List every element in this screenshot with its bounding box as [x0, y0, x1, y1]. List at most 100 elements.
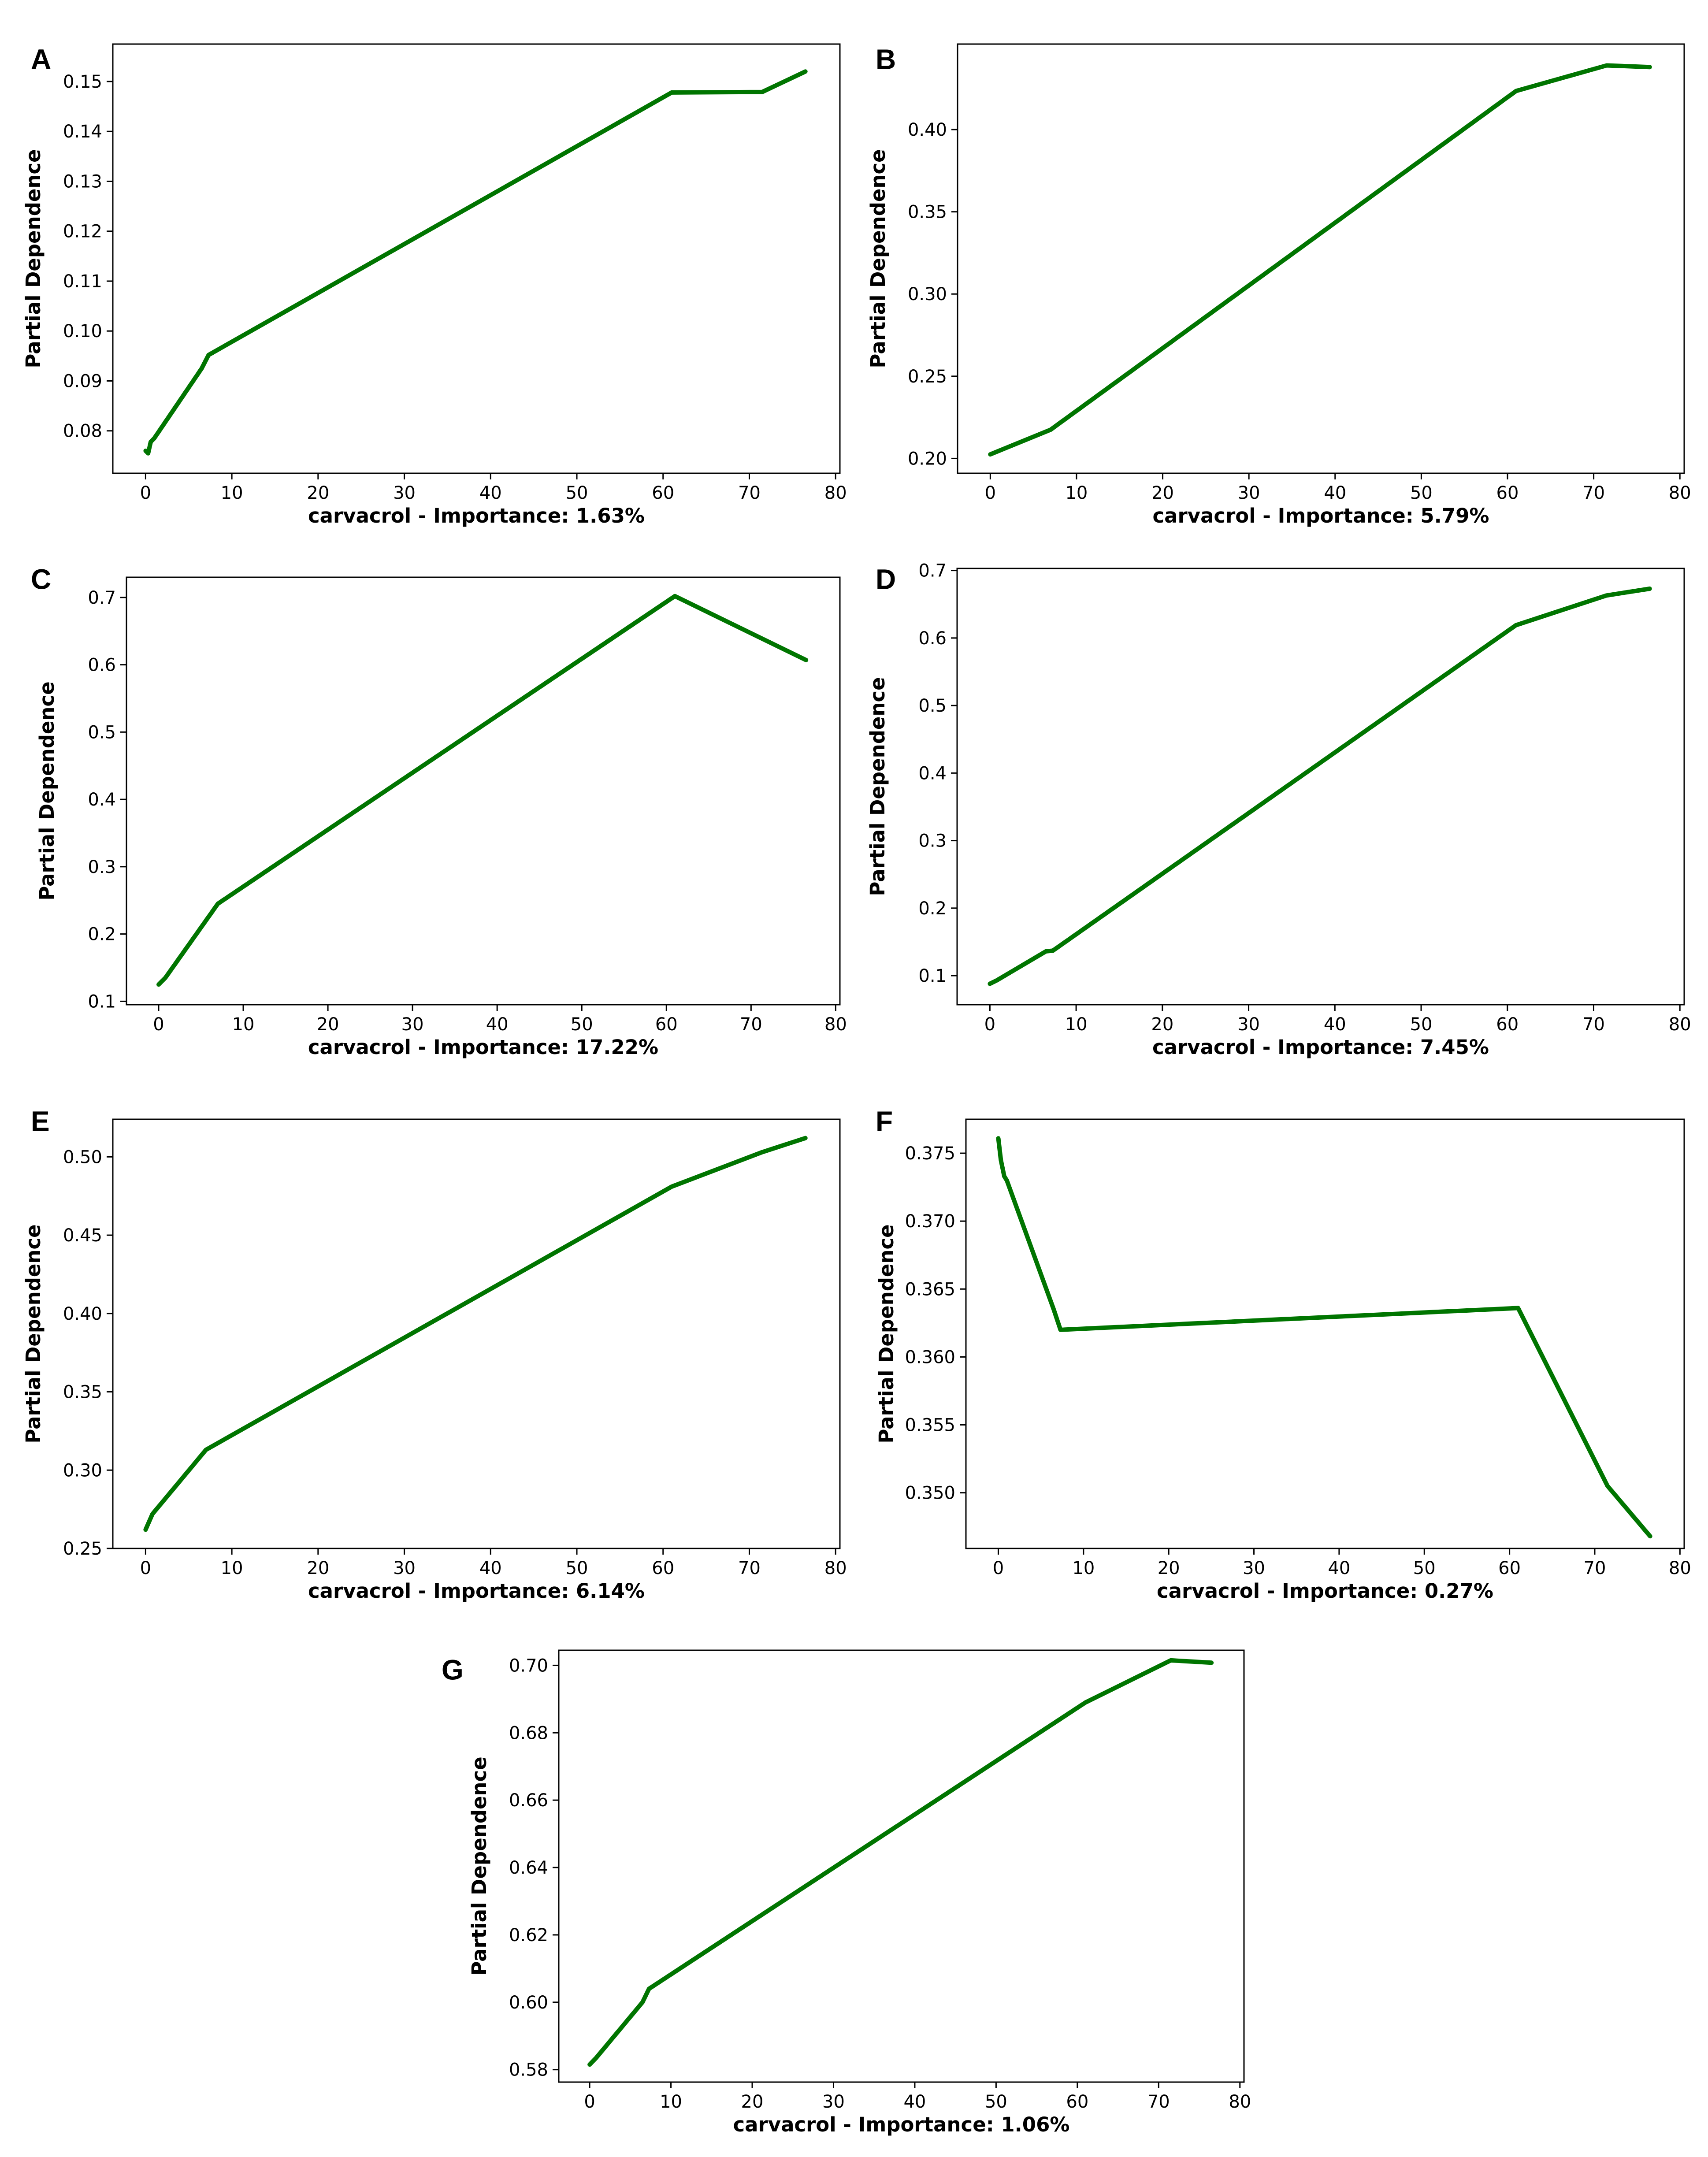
x-tick-label: 70 [740, 1014, 762, 1035]
y-tick-label: 0.1 [918, 966, 947, 986]
x-tick-label: 10 [660, 2092, 682, 2112]
y-tick-label: 0.66 [509, 1790, 548, 1811]
partial-dependence-line [143, 1136, 808, 1532]
y-tick-label: 0.45 [63, 1225, 102, 1246]
x-tick-label: 80 [824, 1558, 847, 1578]
partial-dependence-line [996, 1136, 1652, 1539]
panel-g: G 0 10 20 30 40 50 60 70 80 0.58 0.60 0.62 0.64 0.66 0.… [442, 1649, 1251, 2136]
x-tick-label: 30 [1238, 483, 1260, 503]
x-tick-label: 0 [584, 2092, 595, 2112]
x-tick-label: 40 [903, 2092, 926, 2112]
x-tick-label: 60 [1496, 483, 1519, 503]
panel-f: F 0 10 20 30 40 50 60 70 80 0.350 0.355 0.360 0.365 0.… [875, 1105, 1691, 1603]
y-tick-label: 0.25 [908, 367, 947, 387]
y-axis-title: Partial Dependence [468, 1756, 491, 1975]
panel-letter: B [876, 43, 896, 75]
y-axis-title: Partial Dependence [22, 1224, 45, 1443]
y-axis-title: Partial Dependence [35, 681, 59, 900]
x-tick-label: 40 [1324, 1014, 1346, 1035]
x-tick-label: 60 [1498, 1558, 1521, 1578]
panel-letter: E [31, 1105, 50, 1137]
y-tick-label: 0.40 [908, 120, 947, 140]
x-tick-label: 0 [993, 1558, 1004, 1578]
y-axis-title: Partial Dependence [875, 1224, 898, 1443]
x-tick-label: 40 [1324, 483, 1346, 503]
x-axis-title: carvacrol - Importance: 17.22% [308, 1036, 658, 1059]
y-tick-label: 0.3 [918, 831, 947, 851]
x-tick-label: 50 [1410, 483, 1433, 503]
x-tick-label: 10 [1072, 1558, 1095, 1578]
y-tick-label: 0.20 [908, 449, 947, 469]
x-tick-label: 60 [655, 1014, 678, 1035]
partial-dependence-line [156, 594, 809, 987]
partial-dependence-line [988, 587, 1652, 986]
y-tick-label: 0.4 [918, 763, 947, 783]
y-tick-label: 0.64 [509, 1858, 548, 1878]
y-tick-label: 0.13 [63, 171, 102, 192]
y-tick-label: 0.25 [63, 1539, 102, 1559]
x-tick-label: 80 [1669, 1558, 1691, 1578]
x-tick-label: 70 [738, 483, 761, 503]
panel-letter: F [876, 1105, 893, 1137]
y-tick-label: 0.5 [918, 696, 947, 716]
x-tick-label: 20 [1151, 1014, 1173, 1035]
x-tick-label: 20 [1151, 483, 1174, 503]
partial-dependence-line [988, 63, 1652, 457]
panel-letter: C [31, 563, 51, 595]
panel-b: B 0 10 20 30 40 50 60 70 80 0.20 0.25 0.30 0.35 0.40 ca… [866, 43, 1691, 527]
plot-frame [965, 1118, 1685, 1549]
y-tick-label: 0.30 [908, 284, 947, 304]
x-tick-label: 60 [652, 483, 674, 503]
x-tick-label: 70 [738, 1558, 761, 1578]
x-tick-label: 40 [1328, 1558, 1350, 1578]
x-tick-label: 10 [221, 1558, 243, 1578]
x-tick-label: 10 [1065, 1014, 1088, 1035]
y-tick-label: 0.68 [509, 1723, 548, 1743]
x-tick-label: 80 [1229, 2092, 1251, 2112]
y-tick-label: 0.6 [88, 655, 116, 676]
x-axis-title: carvacrol - Importance: 1.63% [308, 504, 645, 527]
x-tick-label: 80 [1669, 1014, 1691, 1035]
x-axis-title: carvacrol - Importance: 5.79% [1153, 504, 1489, 527]
x-tick-label: 0 [985, 483, 996, 503]
y-tick-label: 0.6 [918, 628, 947, 649]
x-tick-label: 30 [822, 2092, 845, 2112]
x-tick-label: 0 [140, 483, 151, 503]
x-tick-label: 40 [479, 1558, 502, 1578]
y-tick-label: 0.15 [63, 72, 102, 92]
x-tick-label: 60 [1496, 1014, 1519, 1035]
y-tick-label: 0.370 [905, 1211, 955, 1232]
y-tick-label: 0.2 [88, 924, 116, 945]
x-tick-label: 0 [153, 1014, 164, 1035]
x-tick-label: 80 [824, 1014, 847, 1035]
x-tick-label: 30 [1237, 1014, 1260, 1035]
x-tick-label: 30 [393, 1558, 416, 1578]
plot-frame [956, 568, 1685, 1006]
x-tick-label: 60 [1066, 2092, 1088, 2112]
x-tick-label: 20 [1158, 1558, 1180, 1578]
y-tick-label: 0.375 [905, 1143, 955, 1164]
y-tick-label: 0.12 [63, 222, 102, 242]
plot-frame [558, 1649, 1245, 2083]
y-tick-label: 0.360 [905, 1347, 955, 1367]
panel-letter: A [31, 43, 51, 75]
x-tick-label: 10 [1065, 483, 1088, 503]
x-tick-label: 30 [401, 1014, 424, 1035]
plot-frame [112, 1118, 841, 1549]
partial-dependence-line [587, 1658, 1214, 2067]
x-tick-label: 50 [1410, 1014, 1433, 1035]
y-tick-label: 0.4 [88, 790, 116, 810]
y-tick-label: 0.2 [918, 898, 947, 919]
x-tick-label: 70 [1147, 2092, 1170, 2112]
y-tick-label: 0.7 [918, 561, 947, 581]
plot-frame [957, 43, 1685, 474]
x-axis-title: carvacrol - Importance: 7.45% [1152, 1036, 1489, 1059]
y-tick-label: 0.14 [63, 122, 102, 142]
y-tick-label: 0.50 [63, 1147, 102, 1167]
y-tick-label: 0.60 [509, 1993, 548, 2013]
panel-d: D 0 10 20 30 40 50 60 70 80 0.1 0.2 0.3 0.4 0.5 0.6 0.7 c… [866, 561, 1691, 1059]
y-tick-label: 0.10 [63, 321, 102, 342]
x-tick-label: 0 [140, 1558, 151, 1578]
x-tick-label: 50 [1413, 1558, 1436, 1578]
